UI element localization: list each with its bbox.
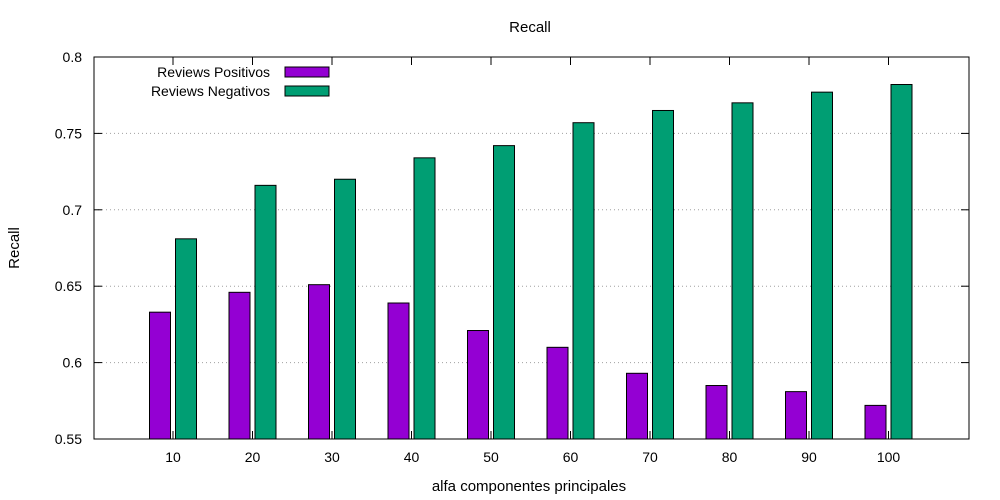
y-tick-label: 0.8: [63, 49, 83, 65]
bar-negativos-50: [493, 145, 515, 440]
legend-label: Reviews Negativos: [151, 83, 270, 99]
x-tick-label: 50: [483, 449, 499, 465]
x-tick-label: 20: [245, 449, 261, 465]
x-tick-label: 30: [324, 449, 340, 465]
y-tick-label: 0.75: [55, 125, 82, 141]
legend-swatch: [284, 66, 330, 78]
bars: [149, 84, 913, 440]
bar-positivos-70: [626, 372, 648, 440]
x-tick-label: 100: [877, 449, 901, 465]
x-axis-label: alfa componentes principales: [432, 478, 626, 495]
bar-positivos-30: [308, 284, 330, 440]
bar-positivos-60: [546, 346, 569, 440]
x-tick-label: 80: [722, 449, 738, 465]
bar-positivos-50: [467, 330, 489, 440]
bar-positivos-20: [228, 291, 251, 440]
x-tick-label: 70: [642, 449, 658, 465]
plot-frame: [93, 56, 970, 440]
bar-negativos-30: [334, 178, 356, 440]
x-tick-label: 40: [404, 449, 420, 465]
legend: Reviews Positivos Reviews Negativos: [151, 64, 330, 99]
axis-ticks: 0.55 0.6 0.65 0.7 0.75 0.8 10 20 30 40 50 60 70 80 90 1…: [55, 49, 969, 465]
bar-negativos-20: [254, 184, 277, 440]
y-tick-label: 0.65: [55, 278, 82, 294]
bar-positivos-90: [785, 391, 807, 440]
legend-swatch: [284, 85, 330, 97]
chart-title: Recall: [509, 19, 551, 36]
bar-negativos-10: [175, 238, 197, 440]
bar-positivos-40: [387, 302, 410, 440]
bar-negativos-90: [811, 91, 833, 440]
grid-lines: [94, 132, 969, 364]
y-axis-label: Recall: [6, 227, 23, 269]
bar-negativos-100: [890, 84, 913, 440]
bar-negativos-80: [731, 102, 754, 440]
x-tick-label: 90: [801, 449, 817, 465]
bar-positivos-100: [864, 404, 887, 440]
y-tick-label: 0.6: [63, 355, 83, 371]
bar-positivos-80: [705, 385, 728, 440]
x-tick-label: 60: [563, 449, 579, 465]
x-tick-label: 10: [165, 449, 181, 465]
legend-label: Reviews Positivos: [157, 64, 270, 80]
y-tick-label: 0.55: [55, 431, 82, 447]
bar-negativos-60: [572, 122, 595, 440]
bar-negativos-40: [413, 157, 436, 440]
bar-positivos-10: [149, 311, 171, 440]
y-tick-label: 0.7: [63, 202, 83, 218]
bar-negativos-70: [652, 109, 674, 440]
